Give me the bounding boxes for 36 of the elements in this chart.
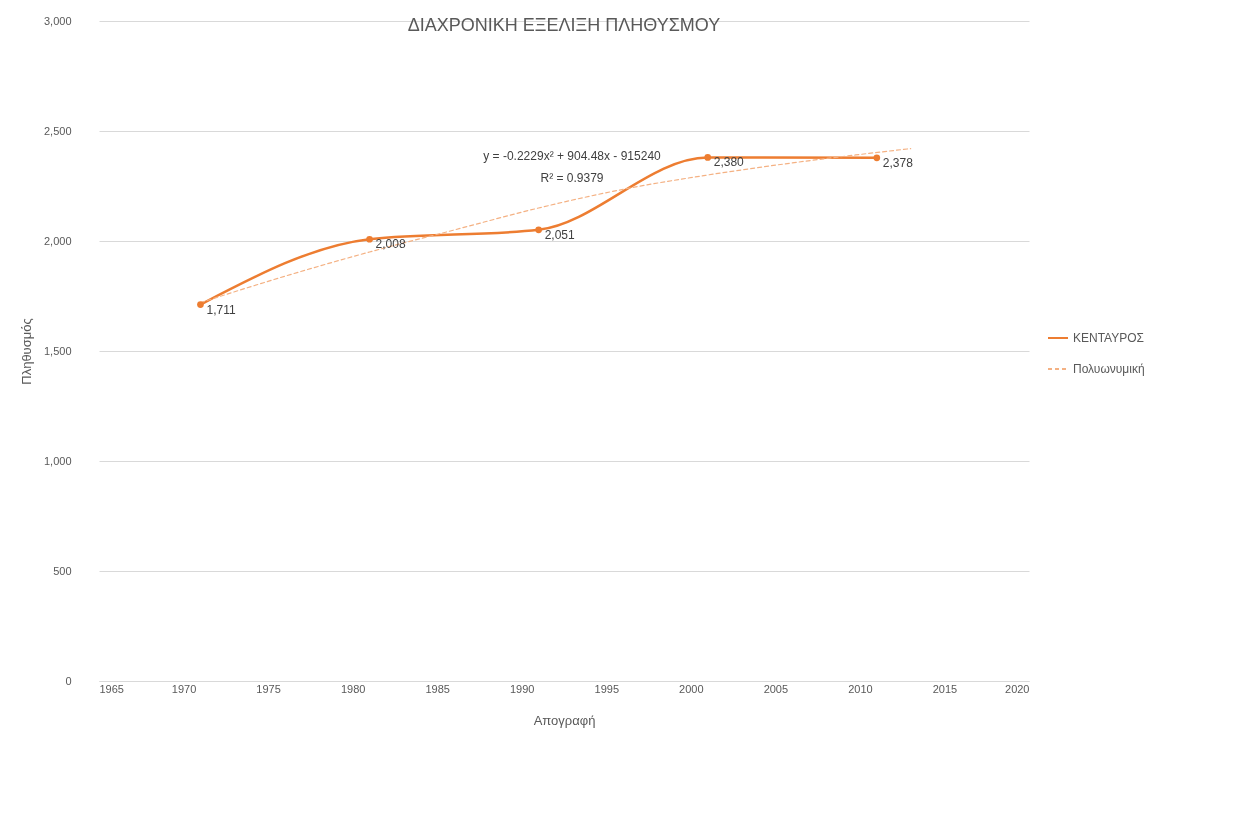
x-tick-label: 2010 bbox=[848, 682, 873, 695]
data-label: 1,711 bbox=[206, 302, 236, 317]
legend-label: ΚΕΝΤΑΥΡΟΣ bbox=[1073, 331, 1144, 345]
x-tick-label: 2015 bbox=[932, 682, 958, 695]
x-tick-label: 1980 bbox=[340, 682, 366, 695]
legend-label: Πολυωνυμική bbox=[1073, 362, 1145, 376]
data-label: 2,008 bbox=[375, 237, 406, 252]
x-tick-label: 1970 bbox=[171, 682, 197, 695]
x-tick-label: 1995 bbox=[594, 682, 620, 695]
y-tick-label: 2,000 bbox=[43, 234, 72, 247]
x-tick-label: 2020 bbox=[1005, 682, 1030, 695]
point bbox=[197, 301, 204, 308]
x-tick-label: 1965 bbox=[99, 682, 124, 695]
y-tick-label: 500 bbox=[53, 564, 72, 577]
x-tick-label: 1975 bbox=[256, 682, 281, 695]
annotation: R² = 0.9379 bbox=[540, 171, 604, 185]
data-label: 2,380 bbox=[713, 155, 745, 170]
point bbox=[366, 235, 373, 243]
chart-title: ΔΙΑΧΡΟΝΙΚΗ ΕΞΕΛΙΞΗ ΠΛΗΘΥΣΜΟΥ bbox=[407, 15, 721, 35]
point bbox=[873, 154, 881, 162]
x-tick-label: 2000 bbox=[679, 682, 704, 695]
y-tick-label: 2,500 bbox=[43, 124, 72, 137]
y-tick-label: 1,000 bbox=[43, 454, 72, 467]
x-tick-label: 2005 bbox=[763, 682, 789, 695]
annotation: y = -0.2229x² + 904.48x - 915240 bbox=[483, 149, 662, 163]
x-tick-label: 1985 bbox=[425, 682, 450, 695]
x-tick-label: 1990 bbox=[509, 682, 535, 695]
y-axis-title: Πληθυσμός bbox=[18, 318, 34, 385]
point bbox=[704, 154, 712, 161]
y-tick-label: 1,500 bbox=[43, 344, 72, 357]
x-axis-title: Απογραφή bbox=[533, 712, 596, 728]
data-label: 2,378 bbox=[882, 155, 914, 170]
data-label: 2,051 bbox=[544, 227, 575, 242]
y-tick-label: 0 bbox=[65, 674, 72, 687]
y-tick-label: 3,000 bbox=[43, 14, 72, 27]
point bbox=[535, 226, 542, 234]
